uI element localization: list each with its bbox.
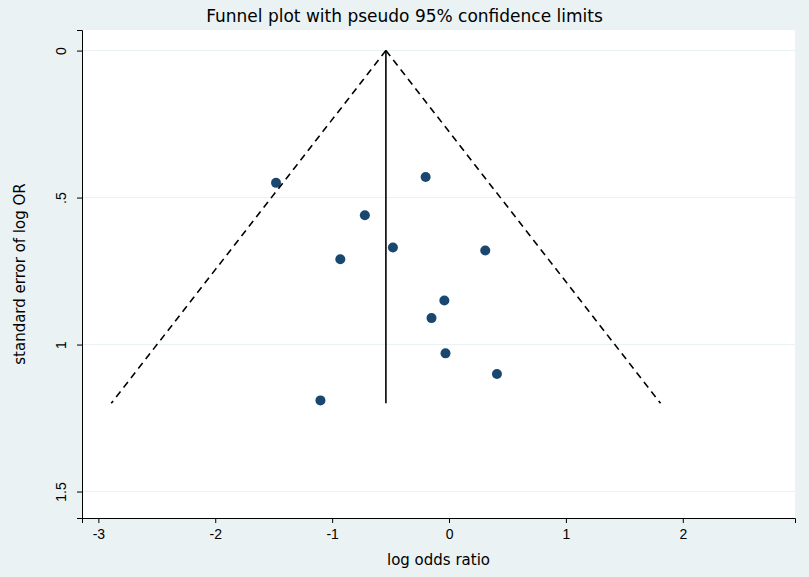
- x-tick: -1: [326, 518, 339, 542]
- y-tick-mark: [77, 51, 82, 52]
- x-axis: -3 -2 -1 0 1 2: [83, 518, 796, 542]
- x-tick: -2: [210, 518, 223, 542]
- x-tick-mark: [683, 518, 684, 523]
- marks: [111, 51, 660, 406]
- study-point: [335, 254, 345, 264]
- y-tick-mark: [77, 345, 82, 346]
- x-tick: 1: [563, 518, 571, 542]
- x-tick: 2: [679, 518, 687, 542]
- background: [0, 0, 809, 577]
- x-tick-label: -2: [210, 526, 223, 542]
- pooled-estimate: [385, 51, 387, 404]
- y-tick: 1: [53, 341, 82, 349]
- grid-line: [82, 197, 795, 198]
- x-tick-label: -3: [93, 526, 106, 542]
- x-tick-mark: [332, 518, 333, 523]
- x-tick-mark: [215, 518, 216, 523]
- y-axis-title: standard error of log OR: [11, 183, 29, 364]
- grid: [82, 51, 795, 492]
- y-tick-mark: [77, 492, 82, 493]
- x-tick-label: 0: [446, 526, 454, 542]
- plot: -3 -2 -1 0 1 2 0 .5 1 1.5: [53, 30, 796, 542]
- x-tick: 0: [446, 518, 454, 542]
- grid-line: [82, 491, 795, 492]
- study-point: [439, 295, 449, 305]
- y-tick-label: 0: [53, 47, 69, 55]
- title: Funnel plot with pseudo 95% confidence l…: [206, 6, 603, 26]
- x-axis-line: [83, 519, 796, 524]
- plot-area: [82, 30, 795, 518]
- x-axis-title: log odds ratio: [387, 551, 490, 569]
- study-point: [360, 210, 370, 220]
- y-axis: 0 .5 1 1.5: [53, 31, 83, 519]
- study-point: [426, 313, 436, 323]
- grid-line: [82, 50, 795, 51]
- confidence-limit: [386, 51, 661, 404]
- chart: -3 -2 -1 0 1 2 0 .5 1 1.5 Funnel plot with pseudo …: [0, 0, 809, 577]
- study-point: [480, 245, 490, 255]
- y-tick-label: 1.5: [53, 482, 69, 502]
- y-tick-label: 1: [53, 341, 69, 349]
- y-axis-line: [77, 31, 83, 519]
- x-tick-mark: [449, 518, 450, 523]
- y-tick-mark: [77, 198, 82, 199]
- y-tick: .5: [53, 192, 82, 204]
- study-point: [315, 395, 325, 405]
- y-tick: 0: [53, 47, 82, 55]
- x-tick-label: 2: [679, 526, 687, 542]
- x-tick-mark: [566, 518, 567, 523]
- study-point: [441, 348, 451, 358]
- x-tick: -3: [93, 518, 106, 542]
- x-tick-label: -1: [326, 526, 339, 542]
- y-tick: 1.5: [53, 482, 82, 502]
- x-tick-label: 1: [563, 526, 571, 542]
- confidence-limit: [111, 51, 386, 404]
- study-point: [421, 172, 431, 182]
- study-point: [492, 369, 502, 379]
- y-tick-label: .5: [53, 192, 69, 204]
- grid-line: [82, 344, 795, 345]
- x-tick-mark: [98, 518, 99, 523]
- study-point: [388, 243, 398, 253]
